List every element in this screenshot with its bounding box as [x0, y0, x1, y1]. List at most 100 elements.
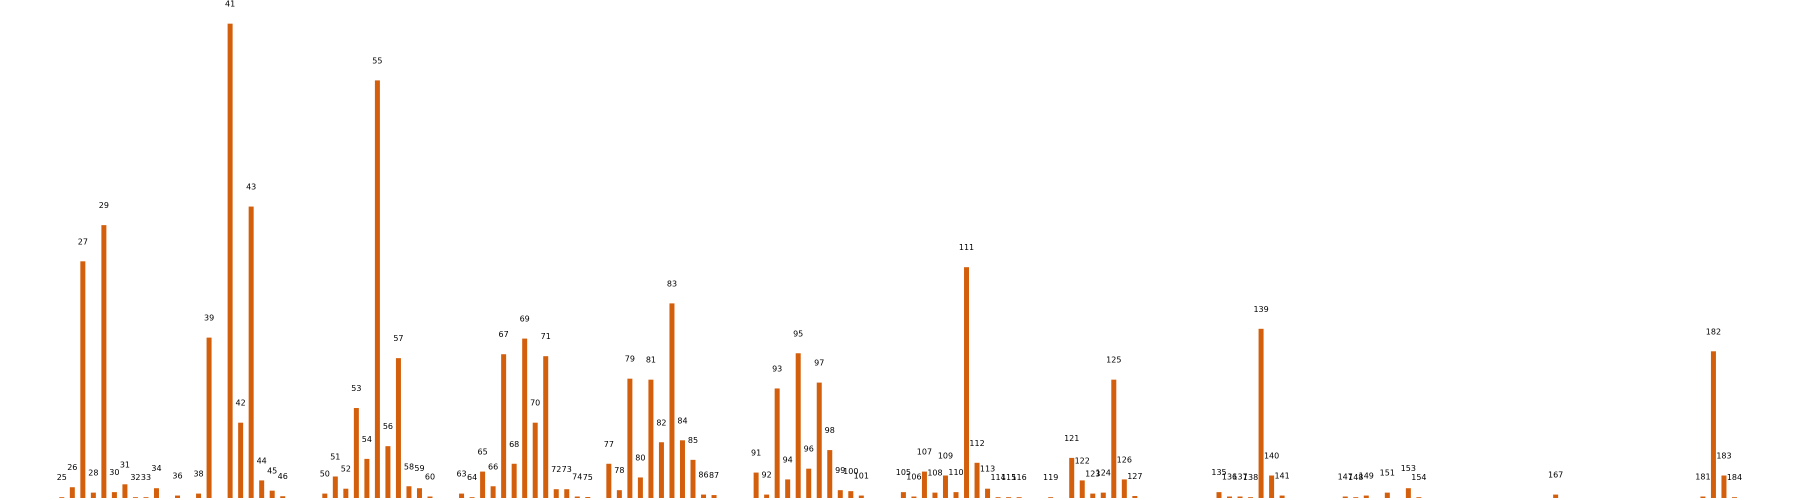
bar-96: [806, 468, 812, 498]
bar-136: [1227, 496, 1233, 498]
bar-label-136: 136: [1222, 473, 1237, 482]
bar-label-110: 110: [948, 468, 963, 477]
bar-116: [1016, 497, 1022, 498]
bar-34: [153, 488, 159, 498]
bar-label-43: 43: [246, 183, 256, 192]
bar-label-91: 91: [751, 449, 761, 458]
bar-label-73: 73: [562, 465, 572, 474]
bar-25: [59, 497, 65, 498]
bar-126: [1121, 479, 1127, 498]
bar-140: [1269, 475, 1275, 498]
bar-86: [701, 494, 707, 498]
bar-label-183: 183: [1716, 452, 1731, 461]
bar-63: [459, 493, 465, 498]
bar-101: [858, 495, 864, 498]
bar-label-139: 139: [1253, 305, 1268, 314]
bar-label-122: 122: [1075, 456, 1090, 465]
bar-154: [1416, 497, 1422, 498]
bar-label-70: 70: [530, 399, 540, 408]
bar-label-86: 86: [698, 471, 708, 480]
bar-73: [564, 489, 570, 498]
bar-label-93: 93: [772, 364, 782, 373]
bar-label-41: 41: [225, 0, 235, 9]
bar-41: [227, 23, 233, 498]
bar-label-184: 184: [1727, 473, 1742, 482]
bar-label-97: 97: [814, 359, 824, 368]
bar-label-153: 153: [1401, 464, 1416, 473]
bar-72: [553, 489, 559, 498]
bar-51: [332, 476, 338, 498]
bar-label-127: 127: [1127, 472, 1142, 481]
bar-111: [964, 267, 970, 498]
bar-26: [69, 487, 75, 498]
bar-87: [711, 495, 717, 498]
bar-label-84: 84: [677, 416, 687, 425]
bar-label-137: 137: [1232, 473, 1247, 482]
bar-30: [111, 492, 117, 498]
bar-label-56: 56: [383, 422, 393, 431]
bar-58: [406, 486, 412, 498]
bar-label-109: 109: [938, 452, 953, 461]
bar-label-44: 44: [257, 456, 267, 465]
bar-97: [816, 382, 822, 498]
bar-label-141: 141: [1274, 472, 1289, 481]
bar-label-28: 28: [88, 469, 98, 478]
bar-label-63: 63: [456, 470, 466, 479]
bar-label-45: 45: [267, 467, 277, 476]
bar-43: [248, 206, 254, 498]
bar-56: [385, 446, 391, 498]
bar-label-77: 77: [604, 440, 614, 449]
bar-184: [1731, 497, 1737, 498]
bar-label-58: 58: [404, 462, 414, 471]
bar-78: [616, 490, 622, 498]
bar-98: [827, 450, 833, 498]
bar-27: [80, 261, 86, 498]
bar-label-96: 96: [804, 445, 814, 454]
bar-label-39: 39: [204, 314, 214, 323]
bar-label-67: 67: [499, 330, 509, 339]
bar-137: [1237, 496, 1243, 498]
bar-label-42: 42: [236, 399, 246, 408]
bar-139: [1258, 328, 1264, 498]
bar-label-25: 25: [57, 473, 67, 482]
bar-84: [679, 440, 685, 498]
bar-95: [795, 353, 801, 498]
bar-54: [364, 458, 370, 498]
bar-81: [648, 379, 654, 498]
bar-label-108: 108: [927, 469, 942, 478]
bar-121: [1069, 457, 1075, 498]
bar-112: [974, 462, 980, 498]
bar-70: [532, 422, 538, 498]
bar-108: [932, 492, 938, 498]
bar-label-100: 100: [843, 467, 858, 476]
bar-119: [1048, 497, 1054, 498]
bar-46: [280, 496, 286, 498]
bar-label-87: 87: [709, 471, 719, 480]
bar-label-167: 167: [1548, 471, 1563, 480]
bar-label-95: 95: [793, 329, 803, 338]
bar-label-113: 113: [980, 465, 995, 474]
bar-122: [1079, 480, 1085, 498]
bar-label-51: 51: [330, 452, 340, 461]
bar-label-119: 119: [1043, 473, 1058, 482]
bar-80: [637, 477, 643, 498]
bar-label-29: 29: [99, 201, 109, 210]
bar-label-65: 65: [478, 448, 488, 457]
bar-60: [427, 496, 433, 498]
bar-149: [1363, 495, 1369, 498]
bar-label-32: 32: [130, 473, 140, 482]
bar-31: [122, 484, 128, 498]
bar-label-148: 148: [1348, 473, 1363, 482]
bar-label-111: 111: [959, 243, 974, 252]
bar-124: [1100, 492, 1106, 498]
bar-label-81: 81: [646, 356, 656, 365]
bar-label-68: 68: [509, 440, 519, 449]
bar-91: [753, 472, 759, 498]
bar-label-52: 52: [341, 465, 351, 474]
bar-138: [1248, 497, 1254, 498]
bar-label-66: 66: [488, 462, 498, 471]
bar-label-124: 124: [1096, 469, 1111, 478]
bar-93: [774, 388, 780, 498]
bar-106: [911, 496, 917, 498]
